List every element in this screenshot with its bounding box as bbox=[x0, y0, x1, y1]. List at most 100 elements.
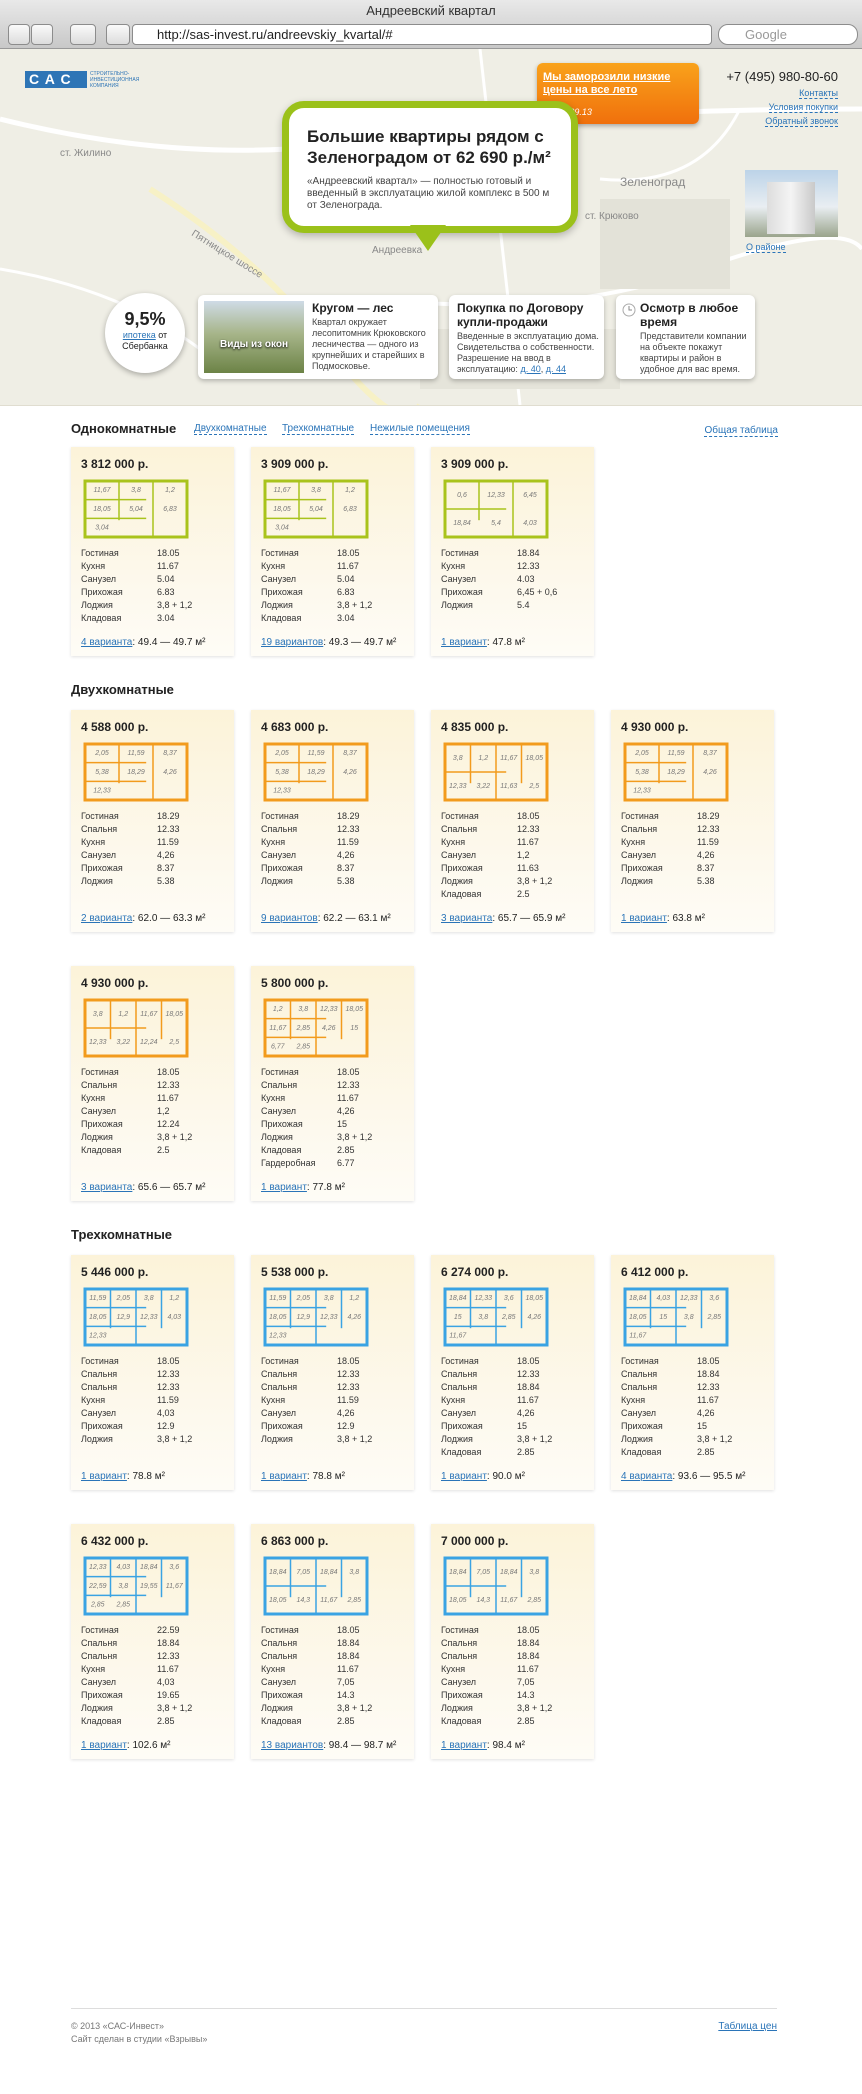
variants-link[interactable]: 4 варианта bbox=[621, 1471, 673, 1482]
room-row: Санузел 4,26 bbox=[81, 849, 224, 862]
room-area: 5.38 bbox=[697, 876, 715, 886]
floor-plan[interactable]: 2,05 11,59 8,37 5,38 18,29 4,26 12,33 bbox=[81, 740, 191, 804]
room-name: Прихожая bbox=[81, 1119, 123, 1129]
room-area: 12.33 bbox=[517, 561, 540, 571]
room-row: Спальня 18.84 bbox=[261, 1650, 404, 1663]
all-table-link[interactable]: Общая таблица bbox=[704, 425, 778, 437]
variants-link[interactable]: 9 вариантов bbox=[261, 913, 318, 924]
mortgage-link[interactable]: ипотека bbox=[122, 330, 156, 340]
feature-text: Представители компании на объекте покажу… bbox=[640, 331, 747, 374]
floor-plan[interactable]: 11,67 3,8 1,2 18,05 5,04 6,83 3,04 bbox=[261, 477, 371, 541]
room-row: Кладовая 2.85 bbox=[81, 1715, 224, 1728]
room-name: Прихожая bbox=[261, 863, 303, 873]
floor-plan[interactable]: 2,05 11,59 8,37 5,38 18,29 4,26 12,33 bbox=[261, 740, 371, 804]
room-area: 4,26 bbox=[337, 850, 355, 860]
area-range: : 49.3 — 49.7 м² bbox=[323, 637, 397, 648]
document-link[interactable]: д. 44 bbox=[545, 364, 566, 374]
room-name: Санузел bbox=[441, 1677, 477, 1687]
room-row: Кухня 11.59 bbox=[261, 1394, 404, 1407]
card-grid: 4 588 000 р. 2,05 11,59 8,37 5,38 18,29 4,26 12… bbox=[71, 710, 791, 1201]
tab[interactable]: Нежилые помещения bbox=[370, 423, 470, 435]
logo-text: СТРОИТЕЛЬНО-ИНВЕСТИЦИОННАЯ КОМПАНИЯ bbox=[90, 71, 140, 89]
feature-title: Кругом — лес bbox=[312, 301, 394, 315]
search-field[interactable]: Google bbox=[718, 24, 858, 45]
apartment-card: 5 446 000 р. 11,59 2,05 3,8 1,2 18,05 12,9 12,3… bbox=[71, 1255, 234, 1490]
floor-plan[interactable]: 2,05 11,59 8,37 5,38 18,29 4,26 12,33 bbox=[621, 740, 731, 804]
room-area: 12.33 bbox=[337, 1080, 360, 1090]
header-link[interactable]: Контакты bbox=[799, 88, 838, 99]
map-label: Андреевка bbox=[372, 245, 423, 256]
variants-link[interactable]: 1 вариант bbox=[261, 1182, 307, 1193]
floor-plan[interactable]: 0,6 12,33 6,45 18,84 5,4 4,03 bbox=[441, 477, 551, 541]
floor-plan[interactable]: 18,84 4,03 12,33 3,6 18,05 15 3,8 2,85 11,67 bbox=[621, 1285, 731, 1349]
apartment-section: Двухкомнатные 4 588 000 р. 2,05 11,59 8,37 5,… bbox=[71, 682, 791, 1201]
address-bar[interactable]: http://sas-invest.ru/andreevskiy_kvartal… bbox=[132, 24, 712, 45]
room-area: 11.67 bbox=[517, 1395, 539, 1405]
room-name: Санузел bbox=[441, 1408, 477, 1418]
room-row: Лоджия 3,8 + 1,2 bbox=[261, 1433, 404, 1446]
back-button[interactable] bbox=[8, 24, 30, 45]
room-name: Санузел bbox=[261, 1408, 297, 1418]
room-name: Кухня bbox=[81, 1664, 106, 1674]
district-photo[interactable] bbox=[745, 170, 838, 237]
variants-link[interactable]: 1 вариант bbox=[441, 637, 487, 648]
room-name: Гостиная bbox=[261, 1625, 299, 1635]
variants-link[interactable]: 1 вариант bbox=[441, 1740, 487, 1751]
floor-plan[interactable]: 11,59 2,05 3,8 1,2 18,05 12,9 12,33 4,26 12,33 bbox=[261, 1285, 371, 1349]
floor-plan[interactable]: 18,84 7,05 18,84 3,8 18,05 14,3 11,67 2,85 bbox=[441, 1554, 551, 1618]
room-area-label: 12,24 bbox=[140, 1039, 158, 1046]
header-link[interactable]: Условия покупки bbox=[768, 102, 838, 113]
variants-link[interactable]: 13 вариантов bbox=[261, 1740, 324, 1751]
variants-link[interactable]: 1 вариант bbox=[81, 1471, 127, 1482]
variants-link[interactable]: 2 варианта bbox=[81, 913, 133, 924]
variants-link[interactable]: 4 варианта bbox=[81, 637, 133, 648]
promo-title[interactable]: Мы заморозили низкие цены на все лето bbox=[543, 71, 671, 96]
header-link[interactable]: Обратный звонок bbox=[765, 116, 838, 127]
floor-plan[interactable]: 11,67 3,8 1,2 18,05 5,04 6,83 3,04 bbox=[81, 477, 191, 541]
room-name: Санузел bbox=[261, 574, 297, 584]
floor-plan[interactable]: 1,2 3,8 12,33 18,05 11,67 2,85 4,26 15 6,77 2,85 bbox=[261, 996, 371, 1060]
room-row: Кухня 11.59 bbox=[81, 1394, 224, 1407]
price-table-link[interactable]: Таблица цен bbox=[718, 2021, 777, 2032]
variants-link[interactable]: 1 вариант bbox=[261, 1471, 307, 1482]
tab[interactable]: Трехкомнатные bbox=[282, 423, 355, 435]
floor-plan[interactable]: 11,59 2,05 3,8 1,2 18,05 12,9 12,33 4,03 12,33 bbox=[81, 1285, 191, 1349]
room-row: Лоджия 3,8 + 1,2 bbox=[441, 1702, 584, 1715]
room-row: Прихожая 6.83 bbox=[81, 586, 224, 599]
variants-link[interactable]: 19 вариантов bbox=[261, 637, 324, 648]
room-area: 12.33 bbox=[337, 1369, 360, 1379]
room-area-label: 18,84 bbox=[140, 1564, 158, 1571]
floor-plan[interactable]: 12,33 4,03 18,84 3,6 22,59 3,8 19,55 11,67 2,85 2… bbox=[81, 1554, 191, 1618]
floor-plan[interactable]: 18,84 12,33 3,6 18,05 15 3,8 2,85 4,26 11,67 bbox=[441, 1285, 551, 1349]
home-button[interactable] bbox=[70, 24, 96, 45]
forward-button[interactable] bbox=[31, 24, 53, 45]
room-area-label: 2,85 bbox=[90, 1602, 105, 1609]
floor-plan[interactable]: 3,8 1,2 11,67 18,05 12,33 3,22 11,63 2,5 bbox=[441, 740, 551, 804]
logo[interactable]: САС bbox=[25, 71, 87, 88]
floor-plan[interactable]: 18,84 7,05 18,84 3,8 18,05 14,3 11,67 2,85 bbox=[261, 1554, 371, 1618]
apartment-card: 4 835 000 р. 3,8 1,2 11,67 18,05 12,33 3,22 11,… bbox=[431, 710, 594, 932]
room-name: Прихожая bbox=[621, 863, 663, 873]
district-link[interactable]: О районе bbox=[746, 242, 786, 253]
variants-link[interactable]: 3 варианта bbox=[81, 1182, 133, 1193]
document-link[interactable]: д. 40 bbox=[520, 364, 541, 374]
room-row: Санузел 7,05 bbox=[261, 1676, 404, 1689]
room-name: Гостиная bbox=[261, 548, 299, 558]
variants-link[interactable]: 1 вариант bbox=[621, 913, 667, 924]
feature-photo[interactable]: Виды из окон bbox=[204, 301, 304, 373]
room-area: 5.04 bbox=[157, 574, 175, 584]
room-area-label: 15 bbox=[659, 1314, 667, 1321]
variants-link[interactable]: 1 вариант bbox=[81, 1740, 127, 1751]
variants-link[interactable]: 1 вариант bbox=[441, 1471, 487, 1482]
room-name: Гостиная bbox=[81, 1067, 119, 1077]
apartment-card: 4 930 000 р. 2,05 11,59 8,37 5,38 18,29 4,26 12… bbox=[611, 710, 774, 932]
room-area-label: 4,26 bbox=[703, 769, 717, 776]
room-name: Санузел bbox=[81, 1408, 117, 1418]
tab[interactable]: Однокомнатные bbox=[71, 421, 177, 436]
feature-title: Покупка по Договору купли-продажи bbox=[457, 301, 584, 329]
add-button[interactable] bbox=[106, 24, 130, 45]
room-area-label: 8,37 bbox=[343, 750, 358, 757]
floor-plan[interactable]: 3,8 1,2 11,67 18,05 12,33 3,22 12,24 2,5 bbox=[81, 996, 191, 1060]
variants-link[interactable]: 3 варианта bbox=[441, 913, 493, 924]
tab[interactable]: Двухкомнатные bbox=[194, 423, 267, 435]
